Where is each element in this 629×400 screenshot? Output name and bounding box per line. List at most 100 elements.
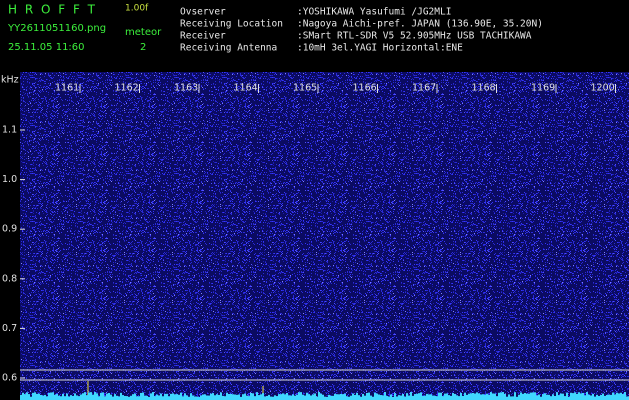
signal-floor: [544, 393, 546, 400]
signal-floor: [220, 392, 222, 400]
signal-floor: [476, 392, 478, 400]
signal-floor: [316, 396, 318, 400]
signal-floor: [576, 393, 578, 400]
signal-floor: [176, 394, 178, 400]
info-value: :SMart RTL-SDR V5 52.905MHz USB TACHIKAW…: [297, 31, 532, 42]
time-label: 1166: [353, 83, 377, 94]
signal-floor: [226, 392, 228, 400]
signal-floor: [68, 396, 70, 400]
signal-floor: [238, 394, 240, 400]
signal-floor: [106, 393, 108, 400]
signal-floor: [546, 394, 548, 400]
signal-floor: [566, 392, 568, 400]
signal-floor: [112, 396, 114, 400]
signal-floor: [592, 393, 594, 400]
signal-floor: [402, 393, 404, 400]
signal-floor: [574, 392, 576, 400]
signal-floor: [612, 392, 614, 400]
signal-floor: [346, 396, 348, 400]
signal-floor: [616, 392, 618, 400]
signal-floor: [518, 394, 520, 400]
signal-floor: [526, 393, 528, 400]
freq-label: 0.8: [2, 273, 17, 284]
signal-floor: [208, 395, 210, 400]
signal-floor: [52, 392, 54, 400]
signal-floor: [514, 392, 516, 400]
signal-floor: [440, 392, 442, 400]
signal-floor: [480, 394, 482, 400]
signal-floor: [330, 395, 332, 400]
signal-floor: [86, 395, 88, 400]
signal-floor: [496, 396, 498, 400]
signal-floor: [134, 393, 136, 400]
signal-floor: [542, 394, 544, 400]
signal-floor: [530, 392, 532, 400]
signal-floor: [242, 394, 244, 400]
signal-floor: [608, 394, 610, 400]
signal-floor: [192, 395, 194, 400]
signal-floor: [350, 395, 352, 400]
signal-floor: [236, 394, 238, 400]
signal-floor: [570, 392, 572, 400]
signal-floor: [128, 396, 130, 400]
signal-floor: [222, 395, 224, 400]
freq-label: 0.6: [2, 373, 17, 384]
signal-floor: [524, 393, 526, 400]
signal-floor: [234, 394, 236, 400]
signal-floor: [490, 392, 492, 400]
signal-floor: [272, 396, 274, 400]
signal-floor: [152, 392, 154, 400]
signal-floor: [262, 393, 264, 400]
signal-floor: [204, 394, 206, 400]
signal-floor: [60, 396, 62, 400]
signal-floor: [478, 393, 480, 400]
signal-floor: [502, 392, 504, 400]
signal-floor: [310, 395, 312, 400]
signal-floor: [98, 396, 100, 400]
signal-floor: [20, 394, 22, 400]
signal-floor: [186, 395, 188, 400]
signal-floor: [354, 394, 356, 400]
signal-floor: [318, 392, 320, 400]
signal-floor: [558, 395, 560, 400]
freq-label: 0.7: [2, 323, 17, 334]
signal-floor: [582, 392, 584, 400]
signal-floor: [416, 393, 418, 400]
signal-floor: [444, 393, 446, 400]
signal-floor: [50, 392, 52, 400]
signal-floor: [622, 393, 624, 400]
time-label: 1162: [115, 83, 139, 94]
signal-floor: [96, 393, 98, 400]
signal-floor: [342, 394, 344, 400]
signal-floor: [206, 395, 208, 400]
info-label: Receiving Antenna: [180, 43, 277, 54]
signal-floor: [532, 392, 534, 400]
signal-floor: [142, 392, 144, 400]
signal-floor: [424, 395, 426, 400]
signal-floor: [146, 395, 148, 400]
signal-floor: [362, 393, 364, 400]
signal-floor: [72, 395, 74, 400]
version: 1.00f: [125, 4, 149, 14]
signal-floor: [212, 393, 214, 400]
info-value: :10mH 3el.YAGI Horizontal:ENE: [297, 43, 463, 54]
signal-floor: [26, 392, 28, 400]
time-label: 1165: [293, 83, 317, 94]
signal-floor: [408, 395, 410, 400]
time-label: 1164: [234, 83, 258, 94]
signal-floor: [270, 396, 272, 400]
signal-floor: [264, 396, 266, 400]
info-label: Receiving Location: [180, 19, 283, 30]
signal-floor: [504, 393, 506, 400]
signal-floor: [580, 393, 582, 400]
signal-floor: [596, 394, 598, 400]
signal-floor: [410, 392, 412, 400]
signal-floor: [144, 395, 146, 400]
signal-floor: [200, 395, 202, 400]
signal-floor: [466, 394, 468, 400]
freq-label: 1.1: [2, 125, 17, 136]
signal-floor: [70, 395, 72, 400]
signal-floor: [78, 396, 80, 400]
signal-floor: [418, 393, 420, 400]
